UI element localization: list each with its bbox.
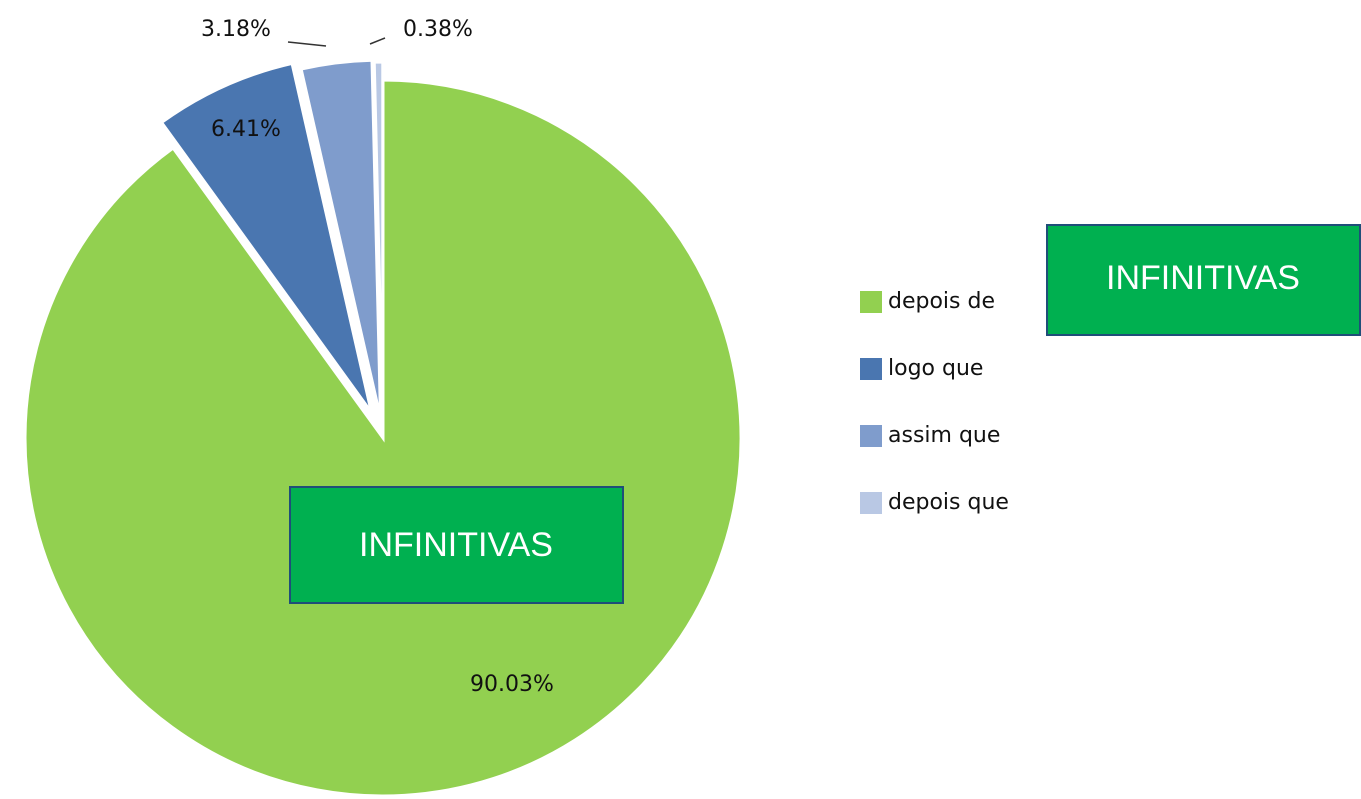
legend-label: depois de <box>888 289 995 314</box>
legend-label: logo que <box>888 356 983 381</box>
pie <box>23 58 743 798</box>
pie-slice <box>372 60 385 421</box>
annotation-box: INFINITIVAS <box>289 486 624 604</box>
pie-slice <box>299 58 383 419</box>
annotation: INFINITIVAS <box>359 526 553 564</box>
value-label: 0.38% <box>403 17 473 42</box>
legend-label: depois que <box>888 490 1009 515</box>
leader-line <box>369 37 386 45</box>
legend-label: assim que <box>888 423 1000 448</box>
annotation: INFINITIVAS <box>1106 259 1300 297</box>
annotation-box: INFINITIVAS <box>1046 224 1361 336</box>
value-label: 3.18% <box>201 17 271 42</box>
legend-swatch <box>860 425 882 447</box>
pie-slice <box>159 61 373 414</box>
legend-swatch <box>860 492 882 514</box>
legend-swatch <box>860 358 882 380</box>
leader-line <box>287 41 327 47</box>
value-label: 6.41% <box>211 117 281 142</box>
value-labels: 90.03% 6.41% 3.18% 0.38% <box>201 17 554 697</box>
legend-swatch <box>860 291 882 313</box>
legend: depois de logo que assim que depois que <box>860 289 1009 515</box>
annotation-bg <box>289 486 624 604</box>
annotation-bg <box>1046 224 1361 336</box>
pie-slice <box>23 78 743 798</box>
value-label: 90.03% <box>470 672 554 697</box>
